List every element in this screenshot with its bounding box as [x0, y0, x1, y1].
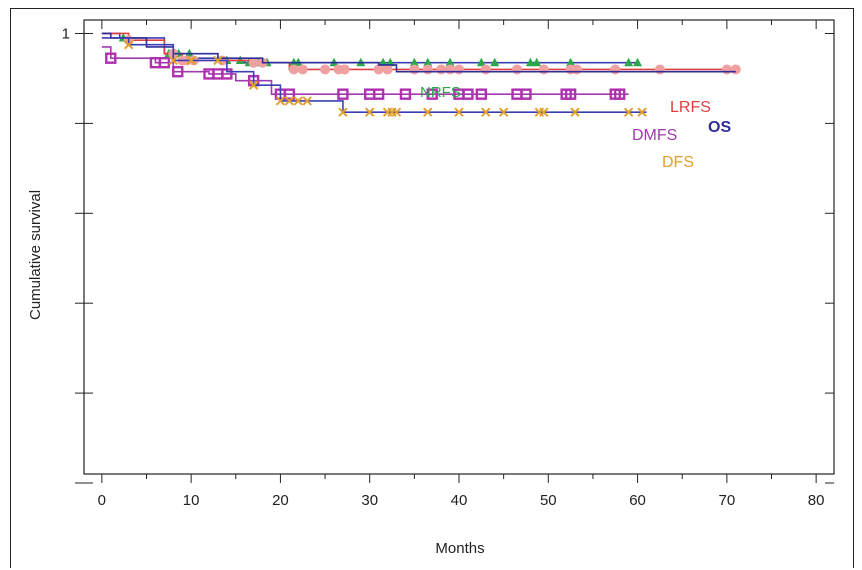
x-axis-label: Months: [435, 540, 484, 557]
dfs-censor-mark: [481, 107, 491, 117]
lrfs-censor-mark: [248, 57, 259, 68]
lrfs-censor-mark: [610, 64, 621, 75]
dfs-censor-mark: [213, 55, 223, 66]
series-dmfs: [101, 46, 629, 100]
dfs-censor-mark: [338, 107, 348, 117]
dmfs-censor-mark: [399, 88, 412, 100]
x-tick-label: 30: [361, 492, 378, 509]
lrfs-censor-mark: [454, 64, 464, 75]
nrfs-censor-mark: [385, 57, 395, 67]
dmfs-censor-mark: [520, 88, 532, 100]
figure-frame: [10, 8, 854, 568]
label-dfs: DFS: [662, 154, 694, 171]
x-tick-label: 40: [451, 492, 468, 509]
lrfs-censor-mark: [445, 64, 456, 75]
lrfs-censor-mark: [373, 64, 384, 75]
nrfs-censor-mark: [490, 57, 500, 67]
lrfs-censor-mark: [422, 64, 433, 75]
nrfs-censor-mark: [409, 57, 419, 67]
dmfs-censor-mark: [105, 52, 117, 64]
lrfs-censor-mark: [730, 64, 741, 75]
nrfs-censor-mark: [445, 57, 455, 67]
lrfs-censor-mark: [339, 64, 350, 75]
dfs-censor-mark: [391, 107, 402, 117]
dmfs-censor-mark: [564, 88, 577, 100]
nrfs-censor-mark: [624, 57, 634, 67]
label-nrfs: NRFS: [420, 84, 461, 101]
dmfs-censor-mark: [372, 88, 385, 100]
dfs-censor-mark: [302, 96, 312, 106]
dfs-censor-mark: [284, 96, 295, 106]
dfs-censor-mark: [248, 80, 259, 90]
lrfs-censor-mark: [654, 64, 665, 75]
axes: 0 10 20 30 40 50 60 70 80 1: [62, 19, 835, 509]
nrfs-censor-mark: [378, 57, 388, 67]
lrfs-censor-mark: [480, 64, 491, 75]
dfs-censor-mark: [454, 107, 464, 117]
x-tick-label: 80: [808, 492, 825, 509]
dfs-censor-mark: [623, 107, 634, 117]
dfs-curve: [101, 37, 647, 113]
dfs-censor-mark: [168, 55, 178, 66]
dmfs-censor-mark: [283, 88, 296, 100]
label-os: OS: [708, 119, 731, 136]
nrfs-censor-mark: [566, 57, 576, 67]
dmfs-censor-mark: [475, 88, 488, 100]
x-tick-label: 60: [629, 492, 646, 509]
lrfs-censor-mark: [297, 64, 308, 75]
nrfs-censor-mark: [525, 57, 535, 67]
nrfs-censor-mark: [633, 57, 643, 67]
dmfs-censor-mark: [158, 57, 171, 69]
x-tick-label: 0: [98, 492, 106, 509]
dfs-censor-mark: [423, 107, 433, 117]
dmfs-censor-mark: [172, 65, 184, 78]
nrfs-censor-mark: [423, 57, 433, 67]
lrfs-censor-mark: [288, 64, 299, 75]
series-layer: [101, 32, 741, 117]
x-tick-label: 50: [540, 492, 557, 509]
lrfs-censor-mark: [436, 64, 447, 75]
lrfs-censor-mark: [571, 64, 582, 75]
dfs-censor-mark: [123, 40, 134, 50]
lrfs-censor-mark: [320, 64, 331, 75]
x-tick-label: 20: [272, 492, 289, 509]
dfs-censor-mark: [293, 96, 303, 106]
y-tick-label: 1: [62, 25, 70, 42]
dfs-censor-mark: [186, 55, 196, 66]
dfs-censor-mark: [498, 107, 509, 117]
lrfs-censor-mark: [409, 64, 420, 75]
dmfs-curve: [101, 46, 629, 95]
nrfs-censor-mark: [532, 57, 542, 67]
x-tick-label: 70: [719, 492, 736, 509]
y-axis-label: Cumulative survival: [27, 190, 44, 320]
dfs-censor-mark: [365, 107, 375, 117]
series-dfs: [101, 37, 647, 117]
dmfs-censor-mark: [614, 88, 626, 100]
lrfs-censor-mark: [512, 64, 523, 75]
dmfs-censor-mark: [462, 88, 474, 100]
dfs-censor-mark: [570, 107, 580, 117]
dfs-censor-mark: [275, 96, 286, 106]
label-dmfs: DMFS: [632, 127, 677, 144]
label-layer: NRFS LRFS OS DMFS DFS: [420, 84, 731, 171]
dmfs-censor-mark: [426, 88, 438, 100]
nrfs-censor-mark: [476, 57, 486, 67]
dmfs-censor-mark: [337, 88, 349, 100]
label-lrfs: LRFS: [670, 99, 711, 116]
lrfs-censor-mark: [721, 64, 732, 75]
lrfs-censor-mark: [382, 64, 393, 75]
dfs-censor-mark: [539, 107, 549, 117]
x-tick-label: 10: [183, 492, 200, 509]
lrfs-censor-mark: [538, 64, 549, 75]
dfs-censor-mark: [637, 107, 647, 117]
